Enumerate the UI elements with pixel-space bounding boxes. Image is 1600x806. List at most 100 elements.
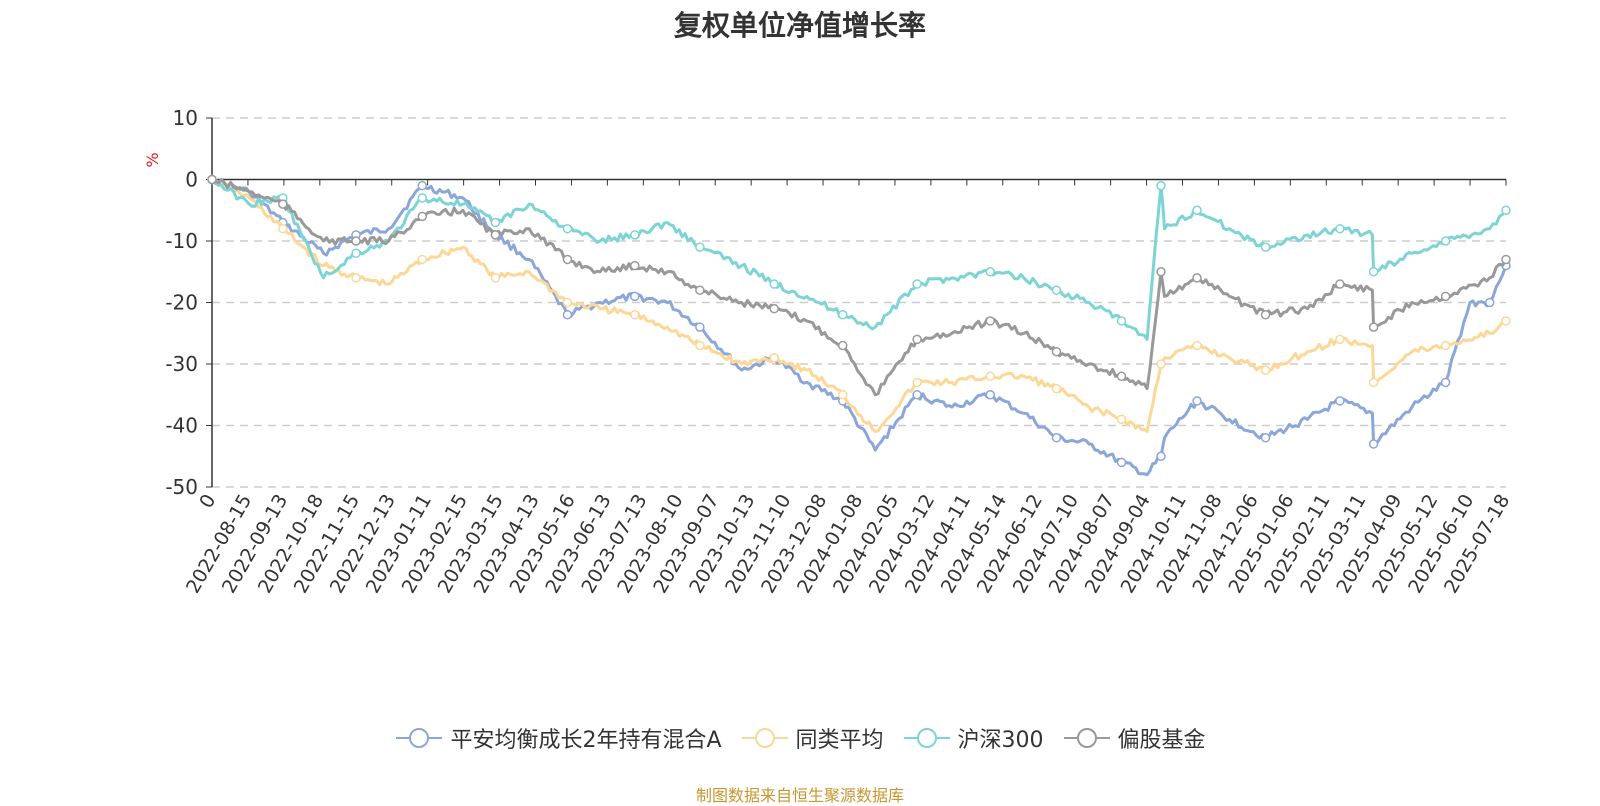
grid-lines [212,117,1506,488]
data-point [1051,383,1062,394]
legend-item[interactable]: 沪深300 [902,722,1044,754]
data-point [1440,340,1451,351]
data-point [912,334,922,345]
y-tick-label: -20 [165,291,198,315]
data-point [1440,291,1451,302]
data-point [562,310,573,320]
data-point [490,217,501,228]
data-point [1156,180,1166,191]
data-point [985,390,996,400]
data-point [1368,322,1379,332]
data-point [562,223,573,234]
data-point [1051,433,1062,443]
data-point [837,390,848,400]
legend-item[interactable]: 偏股基金 [1062,722,1206,754]
data-point [1260,310,1271,320]
data-point [1335,334,1345,345]
data-point [1501,316,1511,326]
data-point [630,310,640,320]
legend-marker-icon [1063,728,1110,748]
legend-item[interactable]: 同类平均 [740,722,884,754]
data-point [985,371,996,382]
chart-title: 复权单位净值增长率 [673,9,926,42]
data-point [417,180,427,191]
y-tick-label: -30 [165,352,198,376]
data-point [1051,346,1062,357]
data-point [1501,205,1511,215]
data-point [630,260,640,271]
data-point [1051,285,1062,295]
source-note: 制图数据来自恒生聚源数据库 [695,786,904,805]
data-point [562,297,573,308]
legend-item[interactable]: 平安均衡成长2年持有混合A [394,722,722,754]
data-point [1484,297,1495,308]
y-axis-unit-label: % [143,152,162,167]
series-line [211,176,1507,434]
data-point [1368,267,1379,277]
data-point [1116,414,1127,425]
series-line [211,178,1508,341]
data-point [1335,279,1345,289]
data-point [985,316,996,326]
data-point [1368,377,1379,388]
data-point [630,291,640,302]
legend-label: 平安均衡成长2年持有混合A [450,728,722,753]
data-point [1260,365,1271,375]
data-point [630,230,640,240]
legend[interactable]: 平安均衡成长2年持有混合A 同类平均 沪深300 偏股基金 [0,722,1600,754]
data-point [1440,377,1451,388]
legend-marker-icon [903,728,950,748]
data-point [985,267,996,277]
data-point [912,390,922,400]
data-point [1335,396,1345,406]
series-line [210,178,1508,477]
data-point [1501,254,1511,265]
data-point [490,230,501,240]
data-point [769,303,779,314]
y-tick-label: -10 [165,229,198,253]
legend-label: 沪深300 [957,728,1044,753]
data-point [1335,223,1345,234]
data-point [1260,242,1271,252]
legend-label: 同类平均 [795,728,884,753]
y-tick-label: -40 [165,414,198,438]
data-point [769,279,779,289]
data-point [1116,371,1127,382]
legend-marker-icon [741,728,788,748]
data-point [490,273,501,283]
data-point [1116,316,1127,326]
data-point [695,242,705,252]
data-point [1368,439,1379,449]
data-point [1260,433,1271,443]
data-point [351,273,361,283]
y-tick-label: 0 [185,168,198,192]
x-tick-label: 0 [195,491,220,512]
series-lines [207,174,1511,477]
data-point [278,199,288,209]
data-point [837,340,848,351]
data-point [417,193,427,203]
y-tick-label: 10 [173,106,198,130]
data-point [695,322,705,332]
data-point [1192,205,1202,215]
data-point [1192,340,1202,351]
legend-marker-icon [396,728,443,748]
data-point [769,353,779,363]
data-point [1192,396,1202,406]
data-point [912,279,922,289]
data-point [278,223,288,234]
data-point [562,254,573,265]
data-point [1192,273,1202,283]
data-point [1156,451,1166,461]
data-point [207,174,217,185]
data-point [1116,457,1127,468]
data-point [1156,359,1166,369]
data-point [837,310,848,320]
data-point [1156,267,1166,277]
data-point [351,236,361,246]
data-point [417,254,427,265]
data-point [912,377,922,388]
data-point [417,211,427,222]
y-tick-label: -50 [165,475,198,499]
